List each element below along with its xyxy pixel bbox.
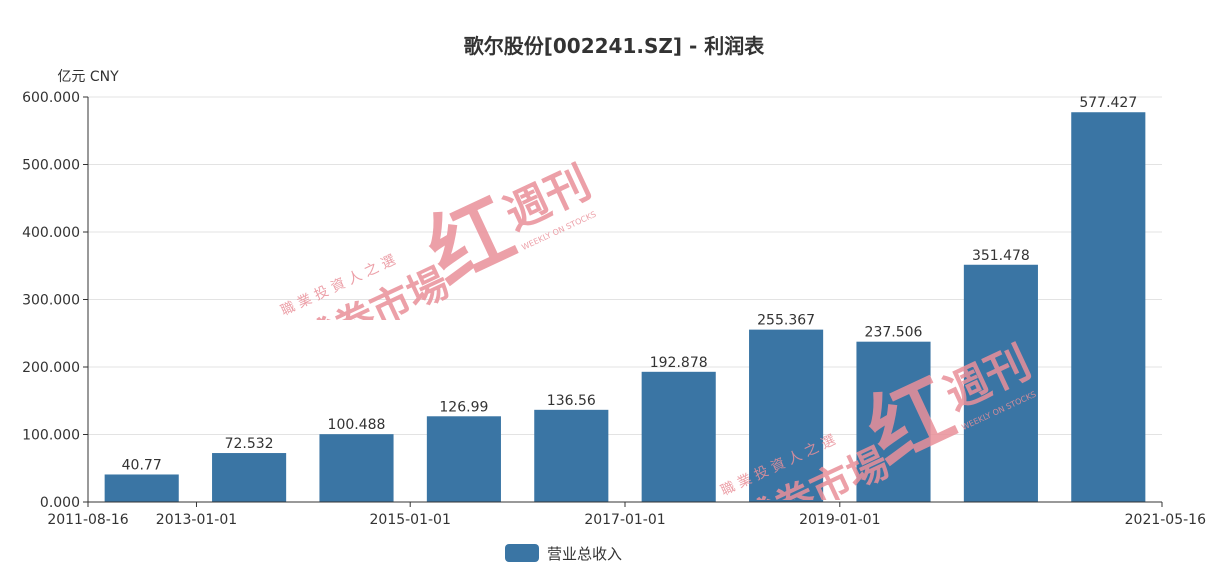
x-tick-label: 2011-08-16 xyxy=(47,512,128,528)
x-tick-labels: 2011-08-16 2013-01-01 2015-01-01 2017-01-01… xyxy=(47,512,1206,528)
y-tick-label: 0.000 xyxy=(40,495,80,511)
bar xyxy=(104,474,179,502)
chart-title: 歌尔股份[002241.SZ] - 利润表 xyxy=(463,34,765,58)
bar xyxy=(426,416,501,502)
y-tick-label: 100.000 xyxy=(22,428,80,444)
y-tick-label: 300.000 xyxy=(22,293,80,309)
axes xyxy=(83,96,1163,507)
bar xyxy=(963,264,1038,502)
x-tick-label: 2015-01-01 xyxy=(370,512,451,528)
y-tick-label: 200.000 xyxy=(22,360,80,376)
legend-swatch xyxy=(505,544,539,562)
bar-value-label: 100.488 xyxy=(328,417,386,433)
x-tick-label: 2017-01-01 xyxy=(584,512,665,528)
x-tick-label: 2013-01-01 xyxy=(156,512,237,528)
bar-value-label: 255.367 xyxy=(757,313,815,329)
y-tick-label: 500.000 xyxy=(22,158,80,174)
bar-value-label: 237.506 xyxy=(865,325,923,341)
bar xyxy=(856,341,931,502)
grid-lines xyxy=(88,96,1162,435)
y-tick-labels: 0.000 100.000 200.000 300.000 400.000 500.000… xyxy=(22,90,80,511)
bar-value-label: 351.478 xyxy=(972,248,1030,264)
bar xyxy=(534,409,609,502)
bar-value-labels: 40.77 72.532 100.488 126.99 136.56 192.878 255… xyxy=(122,95,1138,473)
bar-value-label: 40.77 xyxy=(122,457,162,473)
x-tick-label: 2021-05-16 xyxy=(1125,512,1206,528)
bar-value-label: 192.878 xyxy=(650,355,708,371)
bar xyxy=(749,329,824,502)
bar xyxy=(319,434,394,502)
bar xyxy=(1071,112,1146,502)
y-axis-label: 亿元 CNY xyxy=(57,69,119,85)
bar-value-label: 136.56 xyxy=(547,393,596,409)
bar-value-label: 72.532 xyxy=(225,436,274,452)
bar xyxy=(641,371,716,502)
y-tick-label: 600.000 xyxy=(22,90,80,106)
bar-value-label: 126.99 xyxy=(439,399,488,415)
legend-label: 营业总收入 xyxy=(547,544,623,563)
x-tick-label: 2019-01-01 xyxy=(799,512,880,528)
bar-value-label: 577.427 xyxy=(1079,95,1137,111)
bars xyxy=(104,112,1146,502)
y-tick-label: 400.000 xyxy=(22,225,80,241)
bar xyxy=(212,453,287,502)
legend[interactable]: 营业总收入 xyxy=(505,542,622,564)
